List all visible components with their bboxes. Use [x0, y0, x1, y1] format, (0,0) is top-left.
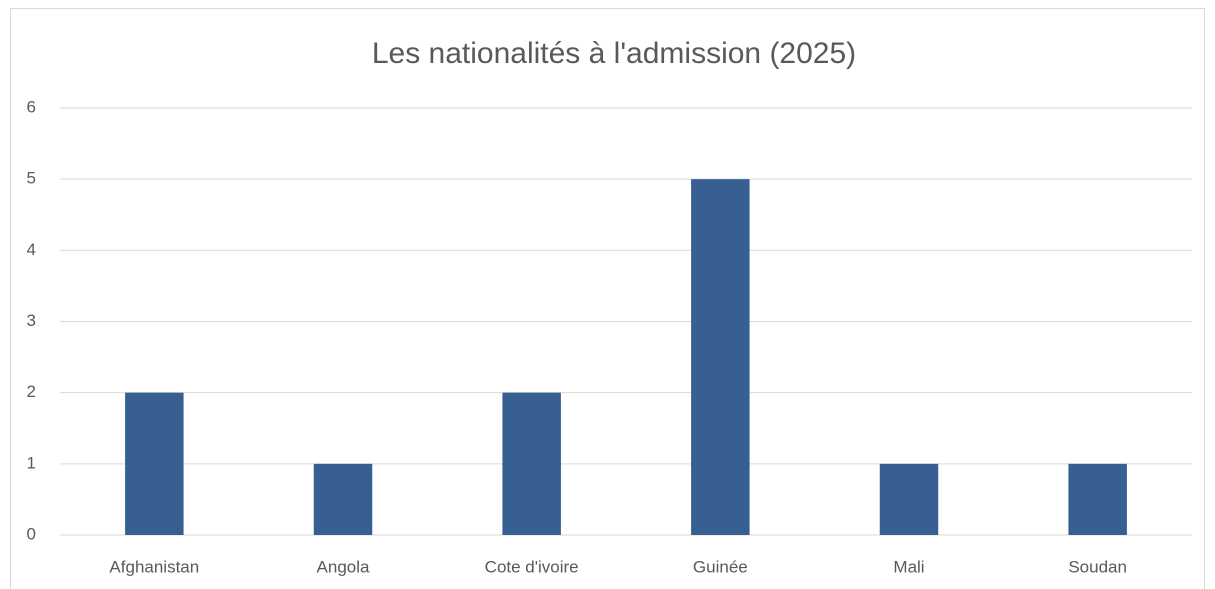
bar — [1068, 463, 1127, 535]
chart-border — [10, 8, 1205, 589]
x-tick-label: Cote d'ivoire — [485, 557, 579, 576]
y-tick-label: 0 — [27, 524, 36, 543]
y-tick-label: 5 — [27, 169, 36, 188]
chart-title: Les nationalités à l'admission (2025) — [372, 37, 856, 70]
y-tick-label: 2 — [27, 382, 36, 401]
y-tick-label: 1 — [27, 453, 36, 472]
bar — [879, 463, 939, 535]
y-tick-label: 3 — [27, 311, 36, 330]
x-tick-label: Afghanistan — [109, 557, 199, 576]
x-tick-label: Soudan — [1068, 557, 1127, 576]
x-tick-label: Guinée — [693, 557, 748, 576]
x-tick-label: Mali — [893, 557, 924, 576]
y-tick-label: 6 — [27, 97, 36, 116]
bar — [502, 392, 561, 535]
bar — [125, 392, 184, 535]
bar — [313, 463, 373, 535]
bar — [691, 179, 750, 535]
x-tick-label: Angola — [317, 557, 370, 576]
y-tick-label: 4 — [27, 240, 36, 259]
